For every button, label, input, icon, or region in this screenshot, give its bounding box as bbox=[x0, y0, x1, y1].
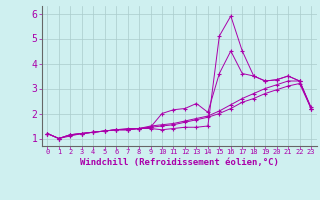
X-axis label: Windchill (Refroidissement éolien,°C): Windchill (Refroidissement éolien,°C) bbox=[80, 158, 279, 167]
